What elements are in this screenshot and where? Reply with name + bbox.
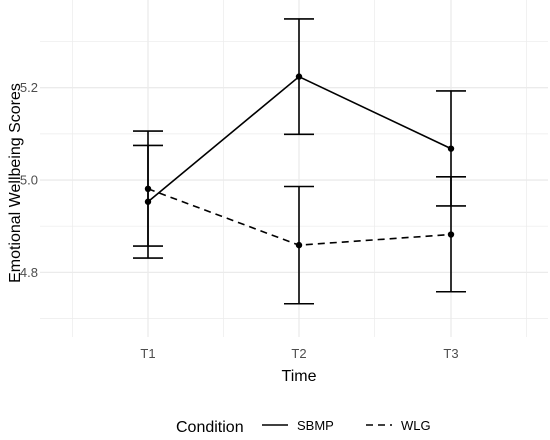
series-layer	[133, 18, 466, 305]
data-point-wlg	[295, 241, 303, 249]
legend-items: SBMP WLG	[262, 418, 431, 433]
legend: Condition SBMP WLG	[176, 418, 431, 436]
x-tick-label: T2	[291, 346, 306, 361]
series-wlg	[133, 130, 466, 305]
y-axis-title: Emotional Wellbeing Scores	[7, 83, 24, 283]
legend-title: Condition	[176, 419, 244, 436]
x-axis-title: Time	[282, 368, 317, 385]
y-tick-label: 4.8	[20, 265, 38, 280]
y-tick-label: 5.2	[20, 80, 38, 95]
data-point-wlg	[144, 185, 152, 193]
y-tick-label: 5.0	[20, 173, 38, 188]
x-tick-label: T1	[140, 346, 155, 361]
legend-label-sbmp: SBMP	[297, 418, 334, 433]
grid-layer	[40, 0, 548, 337]
data-point-sbmp	[295, 73, 303, 80]
data-point-wlg	[447, 231, 455, 238]
x-tick-label: T3	[443, 346, 458, 361]
data-point-sbmp	[447, 145, 455, 152]
legend-label-wlg: WLG	[401, 418, 431, 433]
tick-layer: 4.8 5.0 5.2 T1 T2 T3	[20, 80, 459, 361]
